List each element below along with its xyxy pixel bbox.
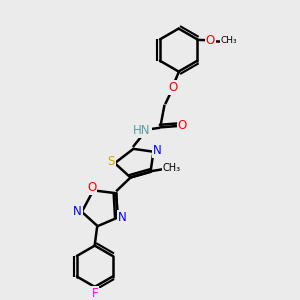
Text: F: F bbox=[92, 287, 98, 300]
Text: S: S bbox=[108, 155, 115, 168]
Text: HN: HN bbox=[133, 124, 151, 137]
Text: O: O bbox=[87, 181, 97, 194]
Text: O: O bbox=[178, 119, 187, 132]
Text: N: N bbox=[73, 205, 82, 218]
Text: CH₃: CH₃ bbox=[163, 163, 181, 173]
Text: O: O bbox=[168, 81, 178, 94]
Text: N: N bbox=[152, 144, 161, 157]
Text: O: O bbox=[206, 34, 215, 47]
Text: N: N bbox=[118, 211, 126, 224]
Text: CH₃: CH₃ bbox=[220, 36, 237, 45]
